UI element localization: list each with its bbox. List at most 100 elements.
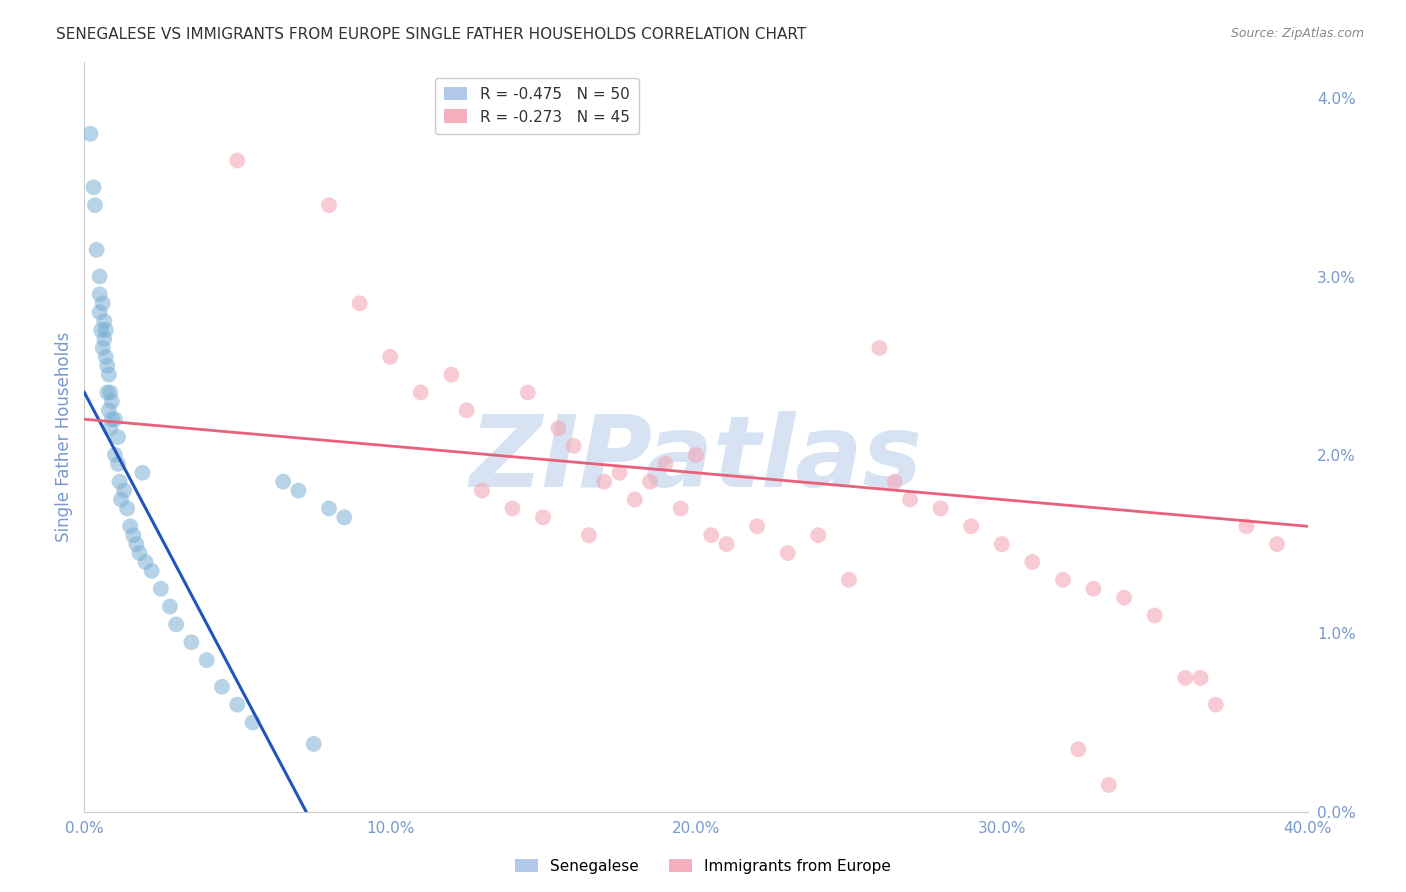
Point [318, 501, 340, 516]
Point [141, 564, 163, 578]
Point [929, 501, 952, 516]
Point [122, 528, 145, 542]
Point [83, 180, 105, 194]
Legend: R = -0.475   N = 50, R = -0.273   N = 45: R = -0.475 N = 50, R = -0.273 N = 45 [436, 78, 638, 134]
Point [165, 617, 187, 632]
Point [1052, 573, 1074, 587]
Point [271, 475, 294, 489]
Point [745, 519, 768, 533]
Point [94, 323, 117, 337]
Point [93, 332, 115, 346]
Point [86, 243, 108, 257]
Point [101, 412, 124, 426]
Point [638, 475, 661, 489]
Point [107, 457, 129, 471]
Point [97, 403, 120, 417]
Point [318, 198, 340, 212]
Point [456, 403, 478, 417]
Point [101, 394, 124, 409]
Point [120, 519, 142, 533]
Point [685, 448, 707, 462]
Point [1143, 608, 1166, 623]
Point [578, 528, 600, 542]
Point [593, 475, 616, 489]
Point [195, 653, 218, 667]
Point [531, 510, 554, 524]
Point [159, 599, 181, 614]
Text: SENEGALESE VS IMMIGRANTS FROM EUROPE SINGLE FATHER HOUSEHOLDS CORRELATION CHART: SENEGALESE VS IMMIGRANTS FROM EUROPE SIN… [56, 27, 807, 42]
Point [89, 287, 111, 301]
Point [98, 421, 121, 435]
Point [287, 483, 309, 498]
Point [960, 519, 983, 533]
Point [1067, 742, 1090, 756]
Point [226, 153, 249, 168]
Point [883, 475, 905, 489]
Point [1174, 671, 1197, 685]
Point [380, 350, 402, 364]
Point [1098, 778, 1121, 792]
Point [624, 492, 647, 507]
Point [807, 528, 830, 542]
Point [89, 269, 111, 284]
Point [91, 296, 114, 310]
Point [700, 528, 723, 542]
Point [242, 715, 264, 730]
Point [302, 737, 325, 751]
Point [869, 341, 891, 355]
Y-axis label: Single Father Households: Single Father Households [55, 332, 73, 542]
Point [669, 501, 692, 516]
Point [84, 198, 107, 212]
Point [1083, 582, 1105, 596]
Point [226, 698, 249, 712]
Point [562, 439, 585, 453]
Point [1234, 519, 1257, 533]
Point [716, 537, 738, 551]
Point [94, 350, 117, 364]
Point [93, 314, 115, 328]
Point [98, 385, 121, 400]
Point [149, 582, 172, 596]
Point [1021, 555, 1043, 569]
Point [838, 573, 860, 587]
Point [349, 296, 371, 310]
Point [131, 466, 153, 480]
Point [1205, 698, 1227, 712]
Point [108, 475, 131, 489]
Point [79, 127, 101, 141]
Point [776, 546, 799, 560]
Point [1265, 537, 1288, 551]
Text: Source: ZipAtlas.com: Source: ZipAtlas.com [1230, 27, 1364, 40]
Point [115, 501, 138, 516]
Point [547, 421, 569, 435]
Point [97, 368, 120, 382]
Point [990, 537, 1012, 551]
Point [211, 680, 233, 694]
Point [1189, 671, 1212, 685]
Point [128, 546, 150, 560]
Point [180, 635, 202, 649]
Point [96, 359, 118, 373]
Point [110, 492, 132, 507]
Point [1114, 591, 1136, 605]
Text: ZIPatlas: ZIPatlas [470, 411, 922, 508]
Point [104, 448, 127, 462]
Point [516, 385, 538, 400]
Point [609, 466, 631, 480]
Point [135, 555, 157, 569]
Point [107, 430, 129, 444]
Point [471, 483, 494, 498]
Point [91, 341, 114, 355]
Point [333, 510, 356, 524]
Point [125, 537, 148, 551]
Point [104, 412, 127, 426]
Point [96, 385, 118, 400]
Point [90, 323, 112, 337]
Point [112, 483, 135, 498]
Point [440, 368, 463, 382]
Point [654, 457, 676, 471]
Legend: Senegalese, Immigrants from Europe: Senegalese, Immigrants from Europe [509, 853, 897, 880]
Point [409, 385, 432, 400]
Point [89, 305, 111, 319]
Point [501, 501, 523, 516]
